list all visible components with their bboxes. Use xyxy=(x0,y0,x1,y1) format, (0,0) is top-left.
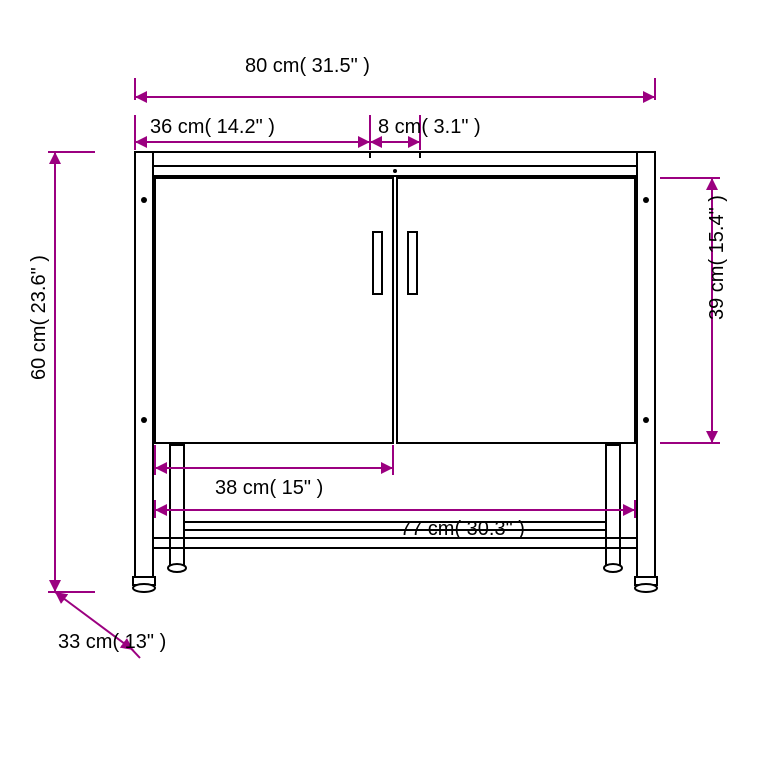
label-door-height: 39 cm( 15.4" ) xyxy=(706,195,728,320)
dim-gap: 8 cm( 3.1" ) xyxy=(370,115,481,150)
dim-door-height: 39 cm( 15.4" ) xyxy=(660,178,728,443)
dim-depth: 33 cm( 13" ) xyxy=(55,592,166,658)
label-gap: 8 cm( 3.1" ) xyxy=(378,116,481,138)
label-door-width: 38 cm( 15" ) xyxy=(215,477,323,499)
label-width-top: 80 cm( 31.5" ) xyxy=(245,55,370,77)
diagram-canvas: 80 cm( 31.5" ) 36 cm( 14.2" ) 8 cm( 3.1"… xyxy=(0,0,768,768)
dim-inner-width: 77 cm( 30.3" ) xyxy=(155,500,635,540)
dim-left-segment: 36 cm( 14.2" ) xyxy=(135,115,370,150)
label-depth: 33 cm( 13" ) xyxy=(58,631,166,653)
label-height-total: 60 cm( 23.6" ) xyxy=(28,255,50,380)
dim-height-total: 60 cm( 23.6" ) xyxy=(28,152,95,592)
dim-door-width: 38 cm( 15" ) xyxy=(155,445,393,499)
cabinet-drawing xyxy=(133,152,657,592)
label-inner-width: 77 cm( 30.3" ) xyxy=(400,518,525,540)
dim-width-top: 80 cm( 31.5" ) xyxy=(135,55,655,100)
label-left-segment: 36 cm( 14.2" ) xyxy=(150,116,275,138)
